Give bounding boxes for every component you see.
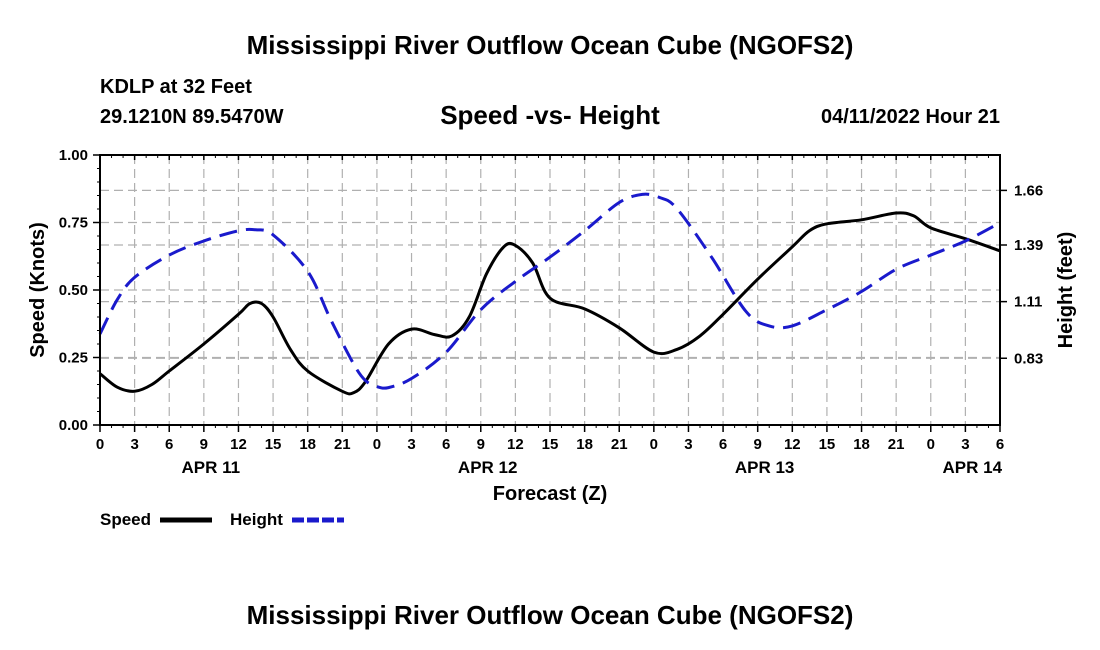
- x-tick-label: 0: [650, 436, 658, 453]
- x-tick-label: 0: [373, 436, 381, 453]
- axes: 0 3 6 9 12 15 18 21 0 3 6 9 12 15 18 21 0 3 6 9 12 15 18 21 0 3 6A…: [59, 147, 1043, 477]
- y-tick-label: 0.25: [59, 350, 88, 367]
- x-tick-label: 12: [507, 436, 524, 453]
- series-layer: [98, 192, 1001, 396]
- x-tick-label: 21: [888, 436, 905, 453]
- x-tick-label: 3: [130, 436, 138, 453]
- legend-label-speed: Speed: [100, 510, 152, 529]
- x-axis-label: Forecast (Z): [493, 483, 607, 505]
- x-tick-label: 18: [299, 436, 316, 453]
- series-line-speed: [99, 211, 1001, 396]
- station-label: KDLP at 32 Feet: [100, 76, 252, 98]
- x-tick-label: 15: [542, 436, 559, 453]
- main-title: Mississippi River Outflow Ocean Cube (NG…: [246, 30, 854, 60]
- y-tick-label: 0.00: [59, 417, 88, 434]
- x-tick-label: 9: [754, 436, 762, 453]
- forecast-timestamp: 04/11/2022 Hour 21: [820, 106, 1000, 128]
- x-date-label: APR 14: [943, 458, 1003, 477]
- x-tick-label: 6: [719, 436, 727, 453]
- y-tick-label: 1.00: [59, 147, 88, 164]
- x-tick-label: 9: [200, 436, 208, 453]
- x-tick-label: 21: [611, 436, 628, 453]
- x-tick-label: 9: [477, 436, 485, 453]
- x-tick-label: 12: [784, 436, 801, 453]
- y2-tick-label: 1.66: [1014, 182, 1043, 199]
- footer-title: Mississippi River Outflow Ocean Cube (NG…: [246, 600, 854, 630]
- y-axis-label: Speed (Knots): [27, 222, 49, 358]
- x-tick-label: 15: [265, 436, 282, 453]
- x-date-label: APR 11: [181, 458, 240, 477]
- x-tick-label: 0: [927, 436, 935, 453]
- y-tick-label: 0.75: [59, 215, 88, 232]
- x-tick-label: 18: [853, 436, 870, 453]
- x-tick-label: 18: [576, 436, 593, 453]
- x-tick-label: 6: [442, 436, 450, 453]
- x-tick-label: 3: [961, 436, 969, 453]
- x-date-label: APR 12: [458, 458, 518, 477]
- x-tick-label: 6: [996, 436, 1004, 453]
- x-tick-label: 12: [230, 436, 247, 453]
- series-line-height: [98, 192, 1001, 390]
- y2-axis-label: Height (feet): [1055, 232, 1077, 349]
- y2-tick-label: 1.39: [1014, 237, 1043, 254]
- x-tick-label: 15: [819, 436, 836, 453]
- y2-tick-label: 1.11: [1014, 294, 1042, 311]
- y2-tick-label: 0.83: [1014, 350, 1043, 367]
- legend-label-height: Height: [230, 510, 283, 529]
- x-tick-label: 21: [334, 436, 351, 453]
- x-tick-label: 0: [96, 436, 104, 453]
- x-tick-label: 3: [684, 436, 692, 453]
- x-tick-label: 3: [407, 436, 415, 453]
- y-tick-label: 0.50: [59, 282, 88, 299]
- station-coordinates: 29.1210N 89.5470W: [100, 106, 284, 128]
- chart-title: Speed -vs- Height: [440, 100, 660, 130]
- x-date-label: APR 13: [735, 458, 795, 477]
- x-tick-label: 6: [165, 436, 173, 453]
